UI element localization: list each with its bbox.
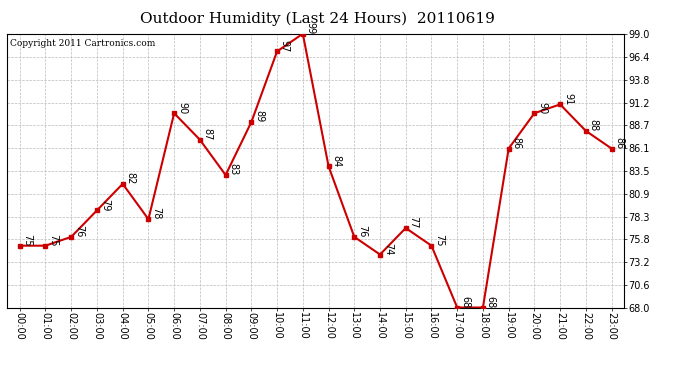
Text: 84: 84 bbox=[331, 154, 342, 167]
Text: Copyright 2011 Cartronics.com: Copyright 2011 Cartronics.com bbox=[10, 39, 155, 48]
Text: Outdoor Humidity (Last 24 Hours)  20110619: Outdoor Humidity (Last 24 Hours) 2011061… bbox=[140, 11, 495, 26]
Text: 75: 75 bbox=[23, 234, 32, 246]
Text: 77: 77 bbox=[408, 216, 419, 229]
Text: 86: 86 bbox=[511, 137, 522, 149]
Text: 68: 68 bbox=[486, 296, 495, 308]
Text: 97: 97 bbox=[280, 40, 290, 52]
Text: 74: 74 bbox=[383, 243, 393, 255]
Text: 99: 99 bbox=[306, 22, 315, 34]
Text: 78: 78 bbox=[151, 207, 161, 220]
Text: 90: 90 bbox=[177, 102, 187, 114]
Text: 75: 75 bbox=[434, 234, 444, 246]
Text: 91: 91 bbox=[563, 93, 573, 105]
Text: 88: 88 bbox=[589, 119, 599, 132]
Text: 89: 89 bbox=[254, 110, 264, 123]
Text: 76: 76 bbox=[74, 225, 84, 237]
Text: 83: 83 bbox=[228, 164, 238, 176]
Text: 86: 86 bbox=[614, 137, 624, 149]
Text: 75: 75 bbox=[48, 234, 58, 246]
Text: 79: 79 bbox=[100, 199, 110, 211]
Text: 76: 76 bbox=[357, 225, 367, 237]
Text: 90: 90 bbox=[538, 102, 547, 114]
Text: 68: 68 bbox=[460, 296, 470, 308]
Text: 87: 87 bbox=[203, 128, 213, 140]
Text: 82: 82 bbox=[126, 172, 135, 184]
